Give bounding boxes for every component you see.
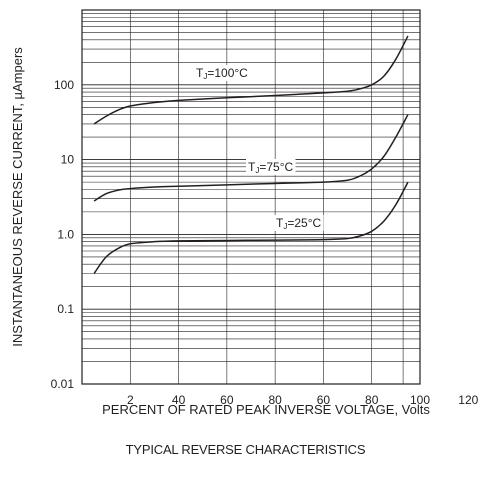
curve-label-bg [246, 159, 296, 175]
plot-frame [81, 9, 421, 385]
y-tick-label: 0.1 [57, 302, 74, 316]
curves [93, 35, 409, 274]
figure-caption: TYPICAL REVERSE CHARACTERISTICS [125, 442, 366, 457]
x-tick-label: 40 [172, 393, 186, 407]
grid [82, 10, 420, 385]
x-tick-label: 2 [127, 393, 134, 407]
curve-label-bg [274, 215, 324, 231]
y-tick-label: 0.01 [51, 377, 75, 391]
x-tick-label: 60 [317, 393, 331, 407]
curve-label-1: TJ=75°C [248, 160, 293, 175]
series-line-1 [93, 114, 409, 202]
y-tick-label: 1.0 [57, 227, 74, 241]
y-tick-labels: 0.01 0.1 1.0 10 100 [51, 78, 75, 391]
curve-label-0: TJ=100°C [196, 66, 248, 81]
y-tick-label: 10 [61, 153, 75, 167]
x-axis-title: PERCENT OF RATED PEAK INVERSE VOLTAGE, V… [102, 402, 430, 417]
x-tick-label: 80 [365, 393, 379, 407]
curve-label-bg [194, 65, 251, 81]
x-tick-label: 120 [458, 393, 478, 407]
curve-labels: TJ=100°C TJ=75°C TJ=25°C [194, 65, 324, 231]
curve-label-2: TJ=25°C [276, 216, 321, 231]
y-axis-title: INSTANTANEOUS REVERSE CURRENT, µAmpers [10, 47, 25, 347]
x-tick-label: 60 [220, 393, 234, 407]
series-line-0 [93, 35, 409, 125]
x-tick-label: 80 [268, 393, 282, 407]
y-tick-label: 100 [54, 78, 74, 92]
series-line-2 [93, 181, 409, 274]
x-tick-labels: 24060806080100120140 [127, 393, 479, 407]
x-tick-label: 100 [410, 393, 430, 407]
